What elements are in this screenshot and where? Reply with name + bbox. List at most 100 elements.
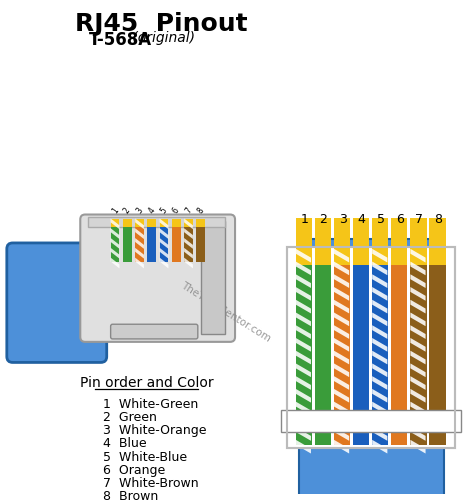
Text: RJ45  Pinout: RJ45 Pinout <box>75 12 248 36</box>
Polygon shape <box>334 389 349 403</box>
Polygon shape <box>110 238 119 249</box>
Bar <box>429 266 446 445</box>
Polygon shape <box>135 228 144 239</box>
Polygon shape <box>334 402 349 415</box>
Polygon shape <box>334 427 349 441</box>
Text: 3: 3 <box>135 206 145 216</box>
Text: 2: 2 <box>122 207 132 216</box>
Polygon shape <box>135 258 144 269</box>
Polygon shape <box>110 228 119 239</box>
Polygon shape <box>110 258 119 269</box>
Polygon shape <box>372 414 387 428</box>
Text: Pin order and Color: Pin order and Color <box>80 376 214 390</box>
Polygon shape <box>334 351 349 364</box>
Polygon shape <box>296 376 311 390</box>
Bar <box>184 219 193 227</box>
Polygon shape <box>334 249 349 263</box>
Text: 5: 5 <box>377 213 385 226</box>
Polygon shape <box>296 262 311 275</box>
FancyBboxPatch shape <box>110 324 198 339</box>
Polygon shape <box>372 287 387 301</box>
Polygon shape <box>334 312 349 326</box>
FancyBboxPatch shape <box>80 215 235 342</box>
Text: 7: 7 <box>415 213 423 226</box>
Bar <box>201 221 225 334</box>
Polygon shape <box>184 238 193 249</box>
Text: 8  Brown: 8 Brown <box>103 490 158 503</box>
Polygon shape <box>410 274 426 288</box>
Polygon shape <box>296 427 311 441</box>
Polygon shape <box>296 402 311 415</box>
Polygon shape <box>334 414 349 428</box>
Bar <box>410 218 427 266</box>
Polygon shape <box>296 287 311 301</box>
Polygon shape <box>410 363 426 377</box>
Polygon shape <box>296 414 311 428</box>
Polygon shape <box>372 440 387 454</box>
Polygon shape <box>160 228 168 239</box>
Polygon shape <box>334 376 349 390</box>
Polygon shape <box>410 287 426 301</box>
Polygon shape <box>372 325 387 339</box>
Bar <box>160 220 168 262</box>
Text: 6  Orange: 6 Orange <box>103 464 165 477</box>
Bar <box>196 220 205 262</box>
Polygon shape <box>410 338 426 352</box>
Text: 6: 6 <box>396 213 404 226</box>
Polygon shape <box>372 389 387 403</box>
Polygon shape <box>410 262 426 275</box>
Polygon shape <box>160 248 168 259</box>
Bar <box>372 266 388 445</box>
Bar <box>372 218 388 266</box>
Text: 4: 4 <box>358 213 365 226</box>
Bar <box>334 266 350 445</box>
Polygon shape <box>372 376 387 390</box>
Bar <box>147 219 156 227</box>
Bar <box>184 220 193 262</box>
Polygon shape <box>135 248 144 259</box>
Bar <box>135 220 144 262</box>
Bar <box>391 218 408 266</box>
Bar <box>299 435 444 504</box>
Polygon shape <box>410 414 426 428</box>
Bar <box>410 266 427 445</box>
Polygon shape <box>334 274 349 288</box>
Polygon shape <box>410 427 426 441</box>
Polygon shape <box>372 338 387 352</box>
Bar <box>123 219 132 227</box>
Text: TheTechMentor.com: TheTechMentor.com <box>179 281 272 344</box>
Text: 1: 1 <box>110 207 120 216</box>
Bar <box>172 220 181 262</box>
Text: 1: 1 <box>301 213 308 226</box>
Bar <box>287 247 456 448</box>
Bar <box>315 218 331 266</box>
Text: 7  White-Brown: 7 White-Brown <box>103 477 199 490</box>
Polygon shape <box>184 218 193 229</box>
Bar <box>353 218 369 266</box>
Polygon shape <box>296 338 311 352</box>
Polygon shape <box>334 338 349 352</box>
Polygon shape <box>372 274 387 288</box>
Polygon shape <box>372 402 387 415</box>
Polygon shape <box>184 228 193 239</box>
Bar <box>429 218 446 266</box>
Polygon shape <box>184 248 193 259</box>
Polygon shape <box>410 249 426 263</box>
Text: T-568A: T-568A <box>89 31 152 49</box>
Polygon shape <box>410 325 426 339</box>
Polygon shape <box>296 440 311 454</box>
Polygon shape <box>296 351 311 364</box>
Polygon shape <box>372 351 387 364</box>
Text: 8: 8 <box>196 207 206 216</box>
Polygon shape <box>296 363 311 377</box>
Bar <box>196 219 205 227</box>
Polygon shape <box>410 376 426 390</box>
Polygon shape <box>410 351 426 364</box>
Polygon shape <box>372 249 387 263</box>
Bar <box>299 239 444 269</box>
Polygon shape <box>410 440 426 454</box>
Bar <box>296 218 312 266</box>
Polygon shape <box>372 300 387 313</box>
Bar <box>160 219 168 227</box>
Polygon shape <box>110 218 119 229</box>
